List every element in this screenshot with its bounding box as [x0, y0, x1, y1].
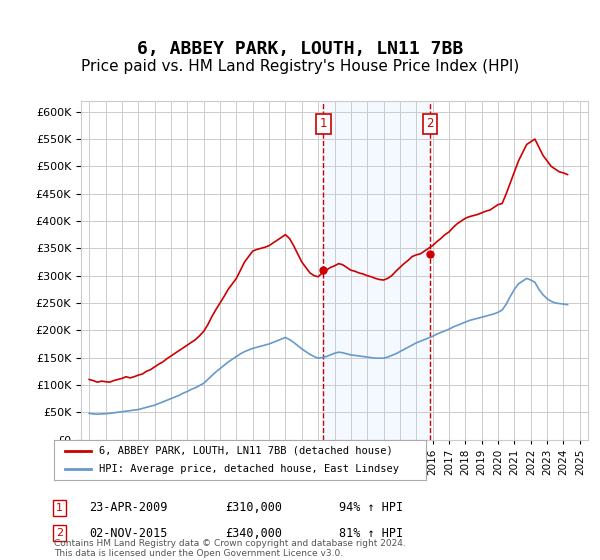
Text: 02-NOV-2015: 02-NOV-2015 [89, 526, 167, 540]
Bar [323, 101, 430, 440]
Text: Price paid vs. HM Land Registry's House Price Index (HPI): Price paid vs. HM Land Registry's House … [81, 59, 519, 74]
Text: Contains HM Land Registry data © Crown copyright and database right 2024.
This d: Contains HM Land Registry data © Crown c… [54, 539, 406, 558]
Text: 2: 2 [56, 528, 63, 538]
Text: 81% ↑ HPI: 81% ↑ HPI [339, 526, 403, 540]
Text: £340,000: £340,000 [225, 526, 282, 540]
Text: 23-APR-2009: 23-APR-2009 [89, 501, 167, 515]
Text: 6, ABBEY PARK, LOUTH, LN11 7BB (detached house): 6, ABBEY PARK, LOUTH, LN11 7BB (detached… [98, 446, 392, 456]
Text: HPI: Average price, detached house, East Lindsey: HPI: Average price, detached house, East… [98, 464, 398, 474]
Text: 6, ABBEY PARK, LOUTH, LN11 7BB: 6, ABBEY PARK, LOUTH, LN11 7BB [137, 40, 463, 58]
Text: 2: 2 [426, 117, 434, 130]
Text: 1: 1 [320, 117, 327, 130]
Text: £310,000: £310,000 [225, 501, 282, 515]
Text: 1: 1 [56, 503, 63, 513]
Text: 94% ↑ HPI: 94% ↑ HPI [339, 501, 403, 515]
